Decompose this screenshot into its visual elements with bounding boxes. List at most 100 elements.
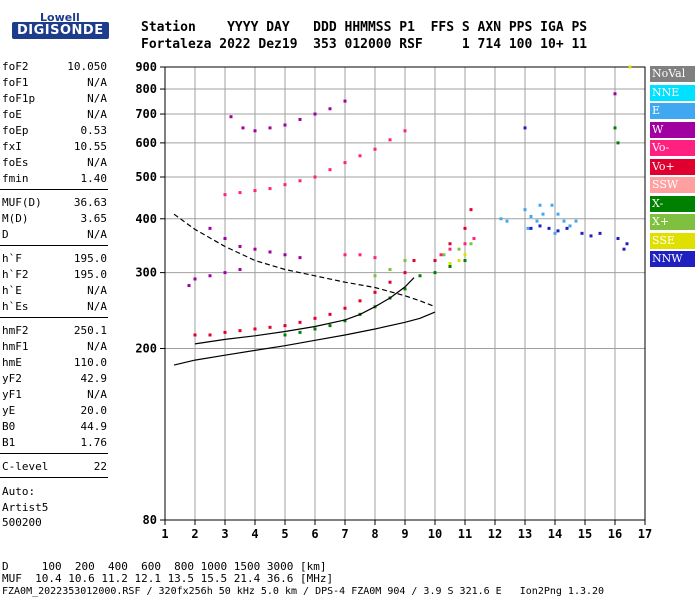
x-tick-label: 14: [548, 527, 562, 541]
data-point: [403, 271, 407, 275]
data-point: [298, 179, 302, 183]
param-value: 36.63: [73, 196, 107, 209]
footer-distance-row: D 100 200 400 600 800 1000 1500 3000 [km…: [2, 560, 327, 573]
data-point: [208, 333, 212, 337]
x-tick-label: 9: [401, 527, 408, 541]
data-point: [283, 324, 287, 328]
x-tick-label: 7: [341, 527, 348, 541]
data-point: [343, 99, 347, 103]
param-label: h`F: [2, 252, 22, 265]
data-point: [298, 320, 302, 324]
data-point: [223, 330, 227, 334]
data-point: [535, 219, 539, 223]
param-label: hmF2: [2, 324, 29, 337]
param-label: hmF1: [2, 340, 29, 353]
param-value: 10.050: [67, 60, 107, 73]
data-point: [253, 189, 257, 193]
param-value: N/A: [87, 300, 107, 313]
param-label: h`E: [2, 284, 22, 297]
data-point: [463, 226, 467, 230]
data-point: [439, 253, 443, 257]
data-point: [241, 126, 245, 130]
data-point: [433, 271, 437, 275]
data-point: [268, 250, 272, 254]
param-divider: [0, 189, 108, 190]
data-point: [328, 324, 332, 328]
data-point: [208, 274, 212, 278]
data-point: [403, 129, 407, 133]
data-point: [328, 312, 332, 316]
data-point: [505, 219, 509, 223]
data-point: [625, 242, 629, 246]
param-label: foEp: [2, 124, 29, 137]
param-divider: [0, 453, 108, 454]
data-point: [238, 268, 242, 272]
data-point: [529, 214, 533, 218]
param-value: 195.0: [73, 268, 107, 281]
data-point: [457, 247, 461, 251]
data-point: [448, 242, 452, 246]
y-tick-label: 500: [135, 170, 157, 184]
x-tick-label: 1: [161, 527, 168, 541]
param-value: N/A: [87, 156, 107, 169]
param-label: B0: [2, 420, 16, 433]
data-point: [616, 141, 620, 145]
param-value: 42.9: [80, 372, 108, 385]
data-point: [463, 259, 467, 263]
header-row-labels: Station YYYY DAY DDD HHMMSS P1 FFS S AXN…: [141, 20, 588, 35]
data-point: [253, 129, 257, 133]
data-point: [412, 259, 416, 263]
auto-label: Auto:: [2, 485, 36, 498]
header-row-values: Fortaleza 2022 Dez19 353 012000 RSF 1 71…: [141, 37, 588, 52]
data-point: [283, 333, 287, 337]
x-tick-label: 8: [371, 527, 378, 541]
y-tick-label: 800: [135, 82, 157, 96]
data-point: [283, 183, 287, 187]
y-tick-label: 700: [135, 107, 157, 121]
param-label: C-level: [2, 460, 49, 473]
param-value: N/A: [87, 284, 107, 297]
y-tick-label: 900: [135, 60, 157, 74]
data-point: [580, 231, 584, 235]
data-point: [328, 107, 332, 111]
data-point: [313, 175, 317, 179]
y-tick-label: 300: [135, 266, 157, 280]
data-point: [223, 271, 227, 275]
data-point: [388, 268, 392, 272]
param-value: 3.65: [80, 212, 108, 225]
legend-item: NNW: [650, 251, 695, 267]
param-label: D: [2, 228, 9, 241]
x-tick-label: 12: [488, 527, 502, 541]
data-point: [283, 123, 287, 127]
data-point: [298, 330, 302, 334]
param-value: 1.76: [80, 436, 108, 449]
legend-item: X+: [650, 214, 695, 230]
data-point: [187, 284, 191, 288]
data-point: [598, 231, 602, 235]
data-point: [472, 236, 476, 240]
data-point: [556, 212, 560, 216]
param-divider: [0, 477, 108, 478]
data-point: [547, 226, 551, 230]
data-point: [418, 274, 422, 278]
data-point: [565, 226, 569, 230]
data-point: [313, 316, 317, 320]
legend-item: W: [650, 121, 695, 138]
param-label: h`Es: [2, 300, 29, 313]
data-point: [238, 244, 242, 248]
param-value: N/A: [87, 92, 107, 105]
y-tick-label: 80: [143, 513, 157, 527]
auto-program: Artist5: [2, 501, 49, 514]
param-label: B1: [2, 436, 16, 449]
param-label: h`F2: [2, 268, 29, 281]
x-tick-label: 2: [191, 527, 198, 541]
y-tick-label: 400: [135, 212, 157, 226]
param-value: N/A: [87, 76, 107, 89]
x-tick-label: 11: [458, 527, 472, 541]
param-divider: [0, 317, 108, 318]
data-point: [529, 226, 533, 230]
data-point: [253, 327, 257, 331]
data-point: [193, 277, 197, 281]
x-tick-label: 6: [311, 527, 318, 541]
